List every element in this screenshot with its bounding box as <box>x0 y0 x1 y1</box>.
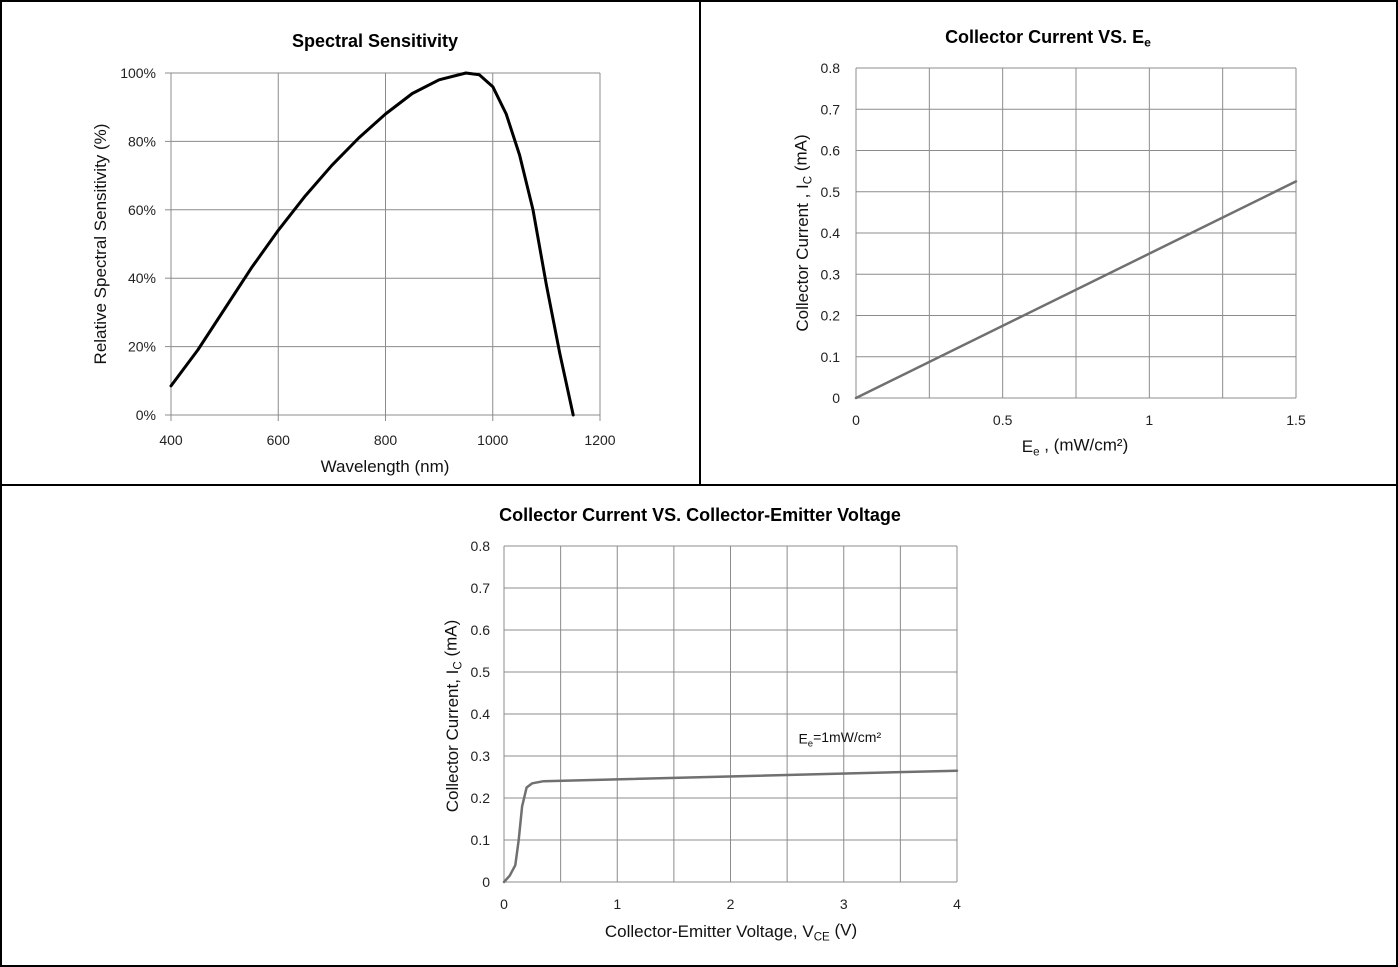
chart-title-text: Collector Current VS. Collector-Emitter … <box>499 505 901 525</box>
y-tick-label: 0.2 <box>471 790 491 806</box>
x-tick-label: 600 <box>267 432 291 448</box>
y-tick-label: 0 <box>832 390 840 406</box>
x-tick-label: 3 <box>840 896 848 912</box>
y-tick-label: 0.2 <box>821 308 841 324</box>
y-tick-label: 0.7 <box>821 101 841 117</box>
y-tick-label: 60% <box>128 202 156 218</box>
label-suffix: (mA) <box>441 620 460 662</box>
chart-title-text: Spectral Sensitivity <box>292 31 458 51</box>
x-tick-label: 800 <box>374 432 398 448</box>
y-axis-label-text: Collector Current, I <box>443 670 462 813</box>
y-axis-label-text: Collector Current , I <box>793 184 812 331</box>
chart-title-text: Collector Current VS. E <box>945 27 1144 47</box>
y-tick-label: 0.3 <box>821 266 841 282</box>
x-tick-label: 1 <box>613 896 621 912</box>
y-axis-label-subscript: C <box>802 176 814 184</box>
chart-collector-current-vs-ee: 0 0.1 0.2 0.3 0.4 0.5 0.6 0.7 0.8 0 0.5 1 1.5 Collect… <box>791 27 1306 458</box>
y-axis-label: Relative Spectral Sensitivity (%) <box>91 124 110 365</box>
x-axis-label-subscript: CE <box>814 931 830 943</box>
x-tick-label: 1.5 <box>1286 412 1306 428</box>
label-suffix: =1mW/cm² <box>813 729 881 745</box>
series-line <box>854 180 1298 400</box>
chart-title: Collector Current VS. Collector-Emitter … <box>499 505 901 525</box>
label-suffix: (mA) <box>791 134 810 176</box>
x-axis-label-text: E <box>1022 437 1033 456</box>
title-subscript: e <box>1144 36 1151 50</box>
y-tick-label: 100% <box>120 65 156 81</box>
y-tick-label: 0% <box>136 407 156 423</box>
y-tick-label: 0.5 <box>471 664 491 680</box>
annotation-text: E <box>798 730 807 746</box>
label-suffix: (V) <box>830 920 857 939</box>
y-tick-label: 40% <box>128 270 156 286</box>
x-tick-label: 400 <box>159 432 183 448</box>
y-tick-label: 0.6 <box>821 143 841 159</box>
x-tick-label: 0 <box>500 896 508 912</box>
x-axis-label-text: Collector-Emitter Voltage, V <box>605 922 814 941</box>
y-axis-label: Collector Current , IC (mA) <box>791 134 814 331</box>
series-line <box>169 71 575 417</box>
x-tick-label: 1200 <box>584 432 615 448</box>
y-axis-label-text: Relative Spectral Sensitivity (%) <box>91 124 110 365</box>
y-tick-label: 0.7 <box>471 580 491 596</box>
annotation-subscript: e <box>808 738 813 749</box>
label-suffix: , (mW/cm²) <box>1040 435 1129 454</box>
chart-collector-current-vs-vce: 0 0.1 0.2 0.3 0.4 0.5 0.6 0.7 0.8 0 1 2 3 4 Collector … <box>441 505 961 943</box>
x-tick-label: 0.5 <box>993 412 1013 428</box>
x-tick-label: 2 <box>727 896 735 912</box>
y-tick-label: 0 <box>482 874 490 890</box>
y-tick-label: 0.1 <box>471 832 491 848</box>
chart-title: Collector Current VS. Ee <box>945 27 1151 50</box>
x-tick-label: 0 <box>852 412 860 428</box>
y-tick-label: 0.4 <box>471 706 491 722</box>
y-axis-label: Collector Current, IC (mA) <box>441 620 464 813</box>
x-axis-label: Ee , (mW/cm²) <box>1022 435 1129 458</box>
y-tick-label: 0.4 <box>821 225 841 241</box>
x-axis-label-subscript: e <box>1033 446 1039 458</box>
chart-spectral-sensitivity: 0% 20% 40% 60% 80% 100% 400 600 800 1000 1200 Spect… <box>91 31 616 476</box>
x-axis-label: Collector-Emitter Voltage, VCE (V) <box>605 920 857 943</box>
y-tick-label: 20% <box>128 339 156 355</box>
x-axis-label-text: Wavelength (nm) <box>321 457 450 476</box>
series-line <box>502 769 959 884</box>
x-tick-label: 4 <box>953 896 961 912</box>
chart-title: Spectral Sensitivity <box>292 31 458 51</box>
y-tick-label: 0.1 <box>821 349 841 365</box>
y-tick-label: 0.8 <box>471 538 491 554</box>
y-axis-label-subscript: C <box>452 661 464 669</box>
y-tick-label: 0.6 <box>471 622 491 638</box>
x-tick-label: 1000 <box>477 432 508 448</box>
y-tick-label: 0.8 <box>821 60 841 76</box>
y-tick-label: 80% <box>128 133 156 149</box>
y-tick-label: 0.5 <box>821 184 841 200</box>
curve-annotation: Ee=1mW/cm² <box>798 729 881 749</box>
y-tick-label: 0.3 <box>471 748 491 764</box>
x-tick-label: 1 <box>1145 412 1153 428</box>
x-axis-label: Wavelength (nm) <box>321 457 450 476</box>
